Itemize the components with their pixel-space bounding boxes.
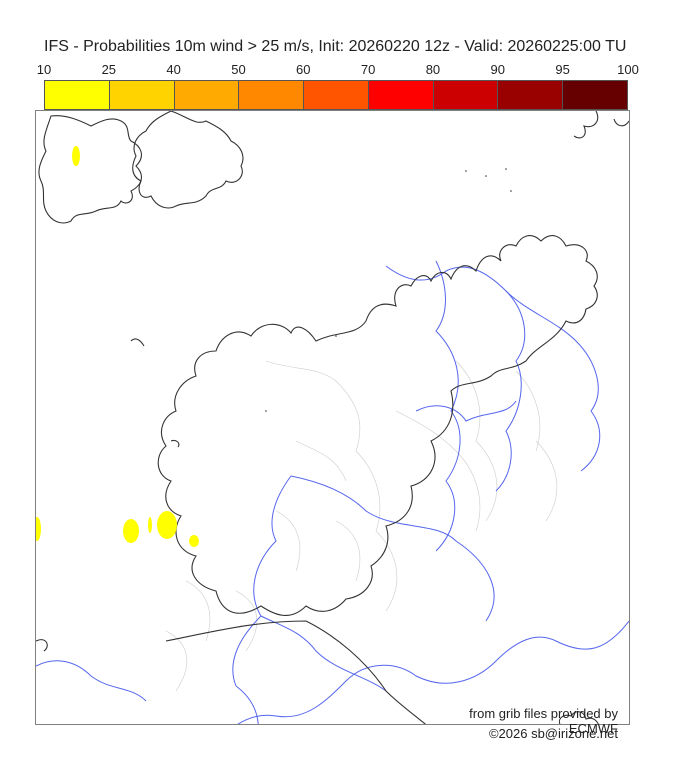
- colorbar-container: 10 25 40 50 60 70 80 90 95 100: [44, 62, 628, 110]
- footer-copyright: ©2026 sb@irizone.net: [420, 726, 618, 741]
- tick-0: 10: [37, 62, 51, 77]
- weather-map-page: IFS - Probabilities 10m wind > 25 m/s, I…: [0, 0, 680, 758]
- country-borders-layer: [36, 111, 629, 724]
- probability-blob: [148, 517, 152, 533]
- probability-blob: [36, 517, 41, 541]
- colorbar-seg-6: [434, 81, 499, 109]
- probability-blob: [157, 511, 177, 539]
- colorbar-seg-2: [175, 81, 240, 109]
- tick-2: 40: [166, 62, 180, 77]
- admin-borders-layer: [166, 361, 557, 691]
- tick-5: 70: [361, 62, 375, 77]
- tick-8: 95: [555, 62, 569, 77]
- colorbar-seg-8: [563, 81, 627, 109]
- probability-blob: [189, 535, 199, 547]
- tick-7: 90: [491, 62, 505, 77]
- probability-blob: [72, 146, 80, 166]
- tick-3: 50: [231, 62, 245, 77]
- tick-1: 25: [102, 62, 116, 77]
- station-marker-dots: [265, 168, 512, 412]
- europe-map[interactable]: [35, 110, 630, 725]
- chart-title: IFS - Probabilities 10m wind > 25 m/s, I…: [44, 38, 626, 56]
- colorbar-seg-7: [498, 81, 563, 109]
- tick-4: 60: [296, 62, 310, 77]
- colorbar-seg-1: [110, 81, 175, 109]
- colorbar-gradient[interactable]: [44, 80, 628, 110]
- probability-blob: [123, 519, 139, 543]
- colorbar-ticks: 10 25 40 50 60 70 80 90 95 100: [44, 62, 628, 80]
- rivers-layer: [36, 261, 629, 724]
- colorbar-seg-4: [304, 81, 369, 109]
- colorbar-seg-3: [239, 81, 304, 109]
- tick-6: 80: [426, 62, 440, 77]
- tick-9: 100: [617, 62, 639, 77]
- colorbar-seg-0: [45, 81, 110, 109]
- colorbar-seg-5: [369, 81, 434, 109]
